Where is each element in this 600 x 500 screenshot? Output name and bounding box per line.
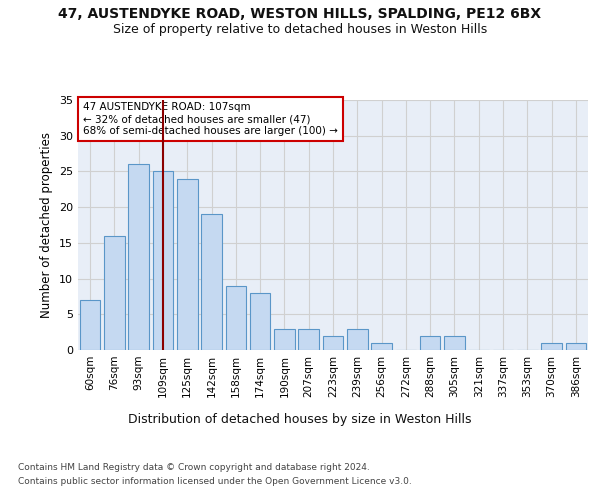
Bar: [80, 300, 100, 350]
Bar: [323, 336, 343, 350]
Bar: [274, 328, 295, 350]
Text: 47, AUSTENDYKE ROAD, WESTON HILLS, SPALDING, PE12 6BX: 47, AUSTENDYKE ROAD, WESTON HILLS, SPALD…: [58, 8, 542, 22]
Y-axis label: Number of detached properties: Number of detached properties: [40, 132, 53, 318]
Bar: [226, 286, 246, 350]
Bar: [444, 336, 465, 350]
Bar: [541, 343, 562, 350]
Text: Distribution of detached houses by size in Weston Hills: Distribution of detached houses by size …: [128, 412, 472, 426]
Bar: [128, 164, 149, 350]
Bar: [250, 293, 271, 350]
Bar: [104, 236, 125, 350]
Bar: [298, 328, 319, 350]
Bar: [566, 343, 586, 350]
Bar: [420, 336, 440, 350]
Text: Contains HM Land Registry data © Crown copyright and database right 2024.: Contains HM Land Registry data © Crown c…: [18, 462, 370, 471]
Bar: [201, 214, 222, 350]
Bar: [177, 178, 197, 350]
Bar: [347, 328, 368, 350]
Text: Size of property relative to detached houses in Weston Hills: Size of property relative to detached ho…: [113, 22, 487, 36]
Text: Contains public sector information licensed under the Open Government Licence v3: Contains public sector information licen…: [18, 478, 412, 486]
Bar: [152, 172, 173, 350]
Bar: [371, 343, 392, 350]
Text: 47 AUSTENDYKE ROAD: 107sqm
← 32% of detached houses are smaller (47)
68% of semi: 47 AUSTENDYKE ROAD: 107sqm ← 32% of deta…: [83, 102, 338, 136]
